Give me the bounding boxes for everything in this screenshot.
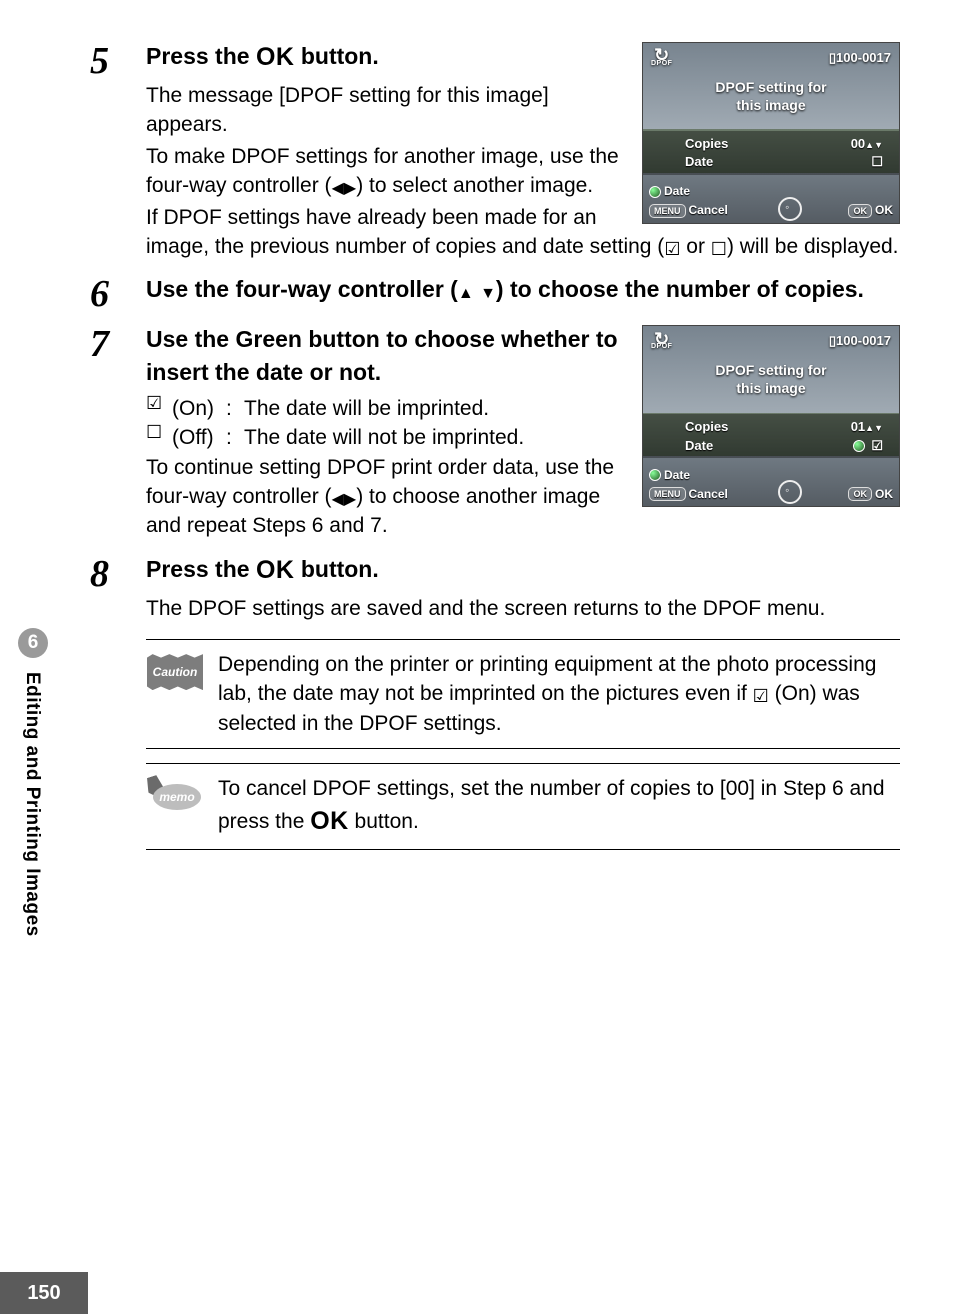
lcd-title: DPOF setting forthis image [643,79,899,114]
lcd-image-id: 100-0017 [836,50,891,65]
lcd-title: DPOF setting forthis image [643,362,899,397]
step-number: 7 [90,323,146,542]
lcd-ok-hint: OKOK [848,202,893,219]
lcd-settings-panel: Copies00▲▼ Date☐ [643,131,899,175]
card-icon: ▯ [829,50,836,65]
paragraph: The DPOF settings are saved and the scre… [146,594,900,623]
lcd-screenshot-2: ↻DPOF ▯100-0017 DPOF setting forthis ima… [642,325,900,507]
caution-text: Depending on the printer or printing equ… [218,650,900,738]
step-number: 5 [90,40,146,263]
card-icon: ▯ [829,333,836,348]
caution-note: Caution Depending on the printer or prin… [146,639,900,749]
checkbox-on-icon: ☑ [664,240,680,258]
checkbox-on-icon: ☑ [146,394,172,423]
lcd-date-value: ☑ [871,437,883,455]
step-heading: Press the OK button. [146,553,900,588]
page-number: 150 [0,1272,88,1314]
step-number: 8 [90,553,146,625]
fourway-icon [772,195,804,219]
dpof-icon: ↻DPOF [651,49,672,66]
memo-note: memo To cancel DPOF settings, set the nu… [146,763,900,849]
lcd-screenshot-1: ↻DPOF ▯100-0017 DPOF setting forthis ima… [642,42,900,224]
lcd-date-button-hint: Date [649,183,728,200]
fourway-icon [772,478,804,502]
checkbox-off-icon: ☐ [146,423,172,452]
step-number: 6 [90,273,146,313]
lcd-date-button-hint: Date [649,467,728,484]
step-6: 6 Use the four-way controller (▲ ▼) to c… [90,273,900,313]
memo-icon: memo [149,778,201,812]
step-body: ↻DPOF ▯100-0017 DPOF setting forthis ima… [146,40,900,263]
step-5: 5 ↻DPOF ▯100-0017 DPOF setting forthis i… [90,40,900,263]
lcd-menu-cancel-hint: MENUCancel [649,486,728,503]
checkbox-off-icon: ☐ [711,240,727,258]
page-footer: 150 [0,1272,954,1314]
caution-icon: Caution [147,654,203,690]
lcd-image-id: 100-0017 [836,333,891,348]
checkbox-on-icon: ☑ [753,687,769,705]
lcd-copies-value: 00 [851,136,865,151]
content: 5 ↻DPOF ▯100-0017 DPOF setting forthis i… [90,40,900,850]
chapter-sidebar: 6 Editing and Printing Images [18,628,52,937]
step-8: 8 Press the OK button. The DPOF settings… [90,553,900,625]
memo-text: To cancel DPOF settings, set the number … [218,774,900,838]
step-heading: Use the four-way controller (▲ ▼) to cho… [146,273,900,305]
lcd-ok-hint: OKOK [848,486,893,503]
lcd-menu-cancel-hint: MENUCancel [649,202,728,219]
step-7: 7 ↻DPOF ▯100-0017 DPOF setting forthis i… [90,323,900,542]
page: 6 Editing and Printing Images 5 ↻DPOF ▯1… [0,0,954,1314]
green-button-icon [853,440,865,452]
chapter-title: Editing and Printing Images [21,672,43,937]
lcd-date-value: ☐ [871,153,883,171]
dpof-icon: ↻DPOF [651,333,672,350]
chapter-number-badge: 6 [18,628,48,658]
lcd-settings-panel: Copies01▲▼ Date☑ [643,414,899,458]
lcd-copies-value: 01 [851,419,865,434]
